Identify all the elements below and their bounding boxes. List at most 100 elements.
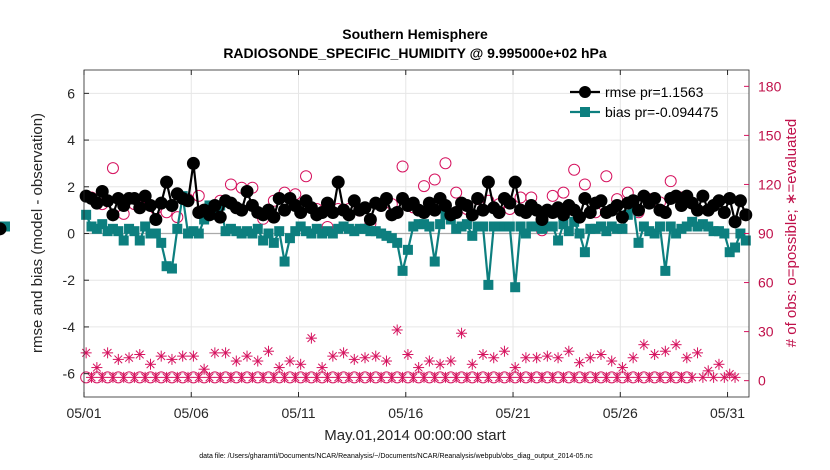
asterisk-stroke bbox=[232, 356, 241, 366]
bias-point bbox=[692, 221, 703, 232]
asterisk-stroke bbox=[591, 373, 600, 382]
asterisk-stroke bbox=[586, 353, 595, 362]
asterisk-stroke bbox=[425, 356, 434, 366]
evaluated-obs-point bbox=[177, 350, 189, 362]
asterisk-stroke bbox=[119, 373, 128, 382]
evaluated-obs-point bbox=[279, 371, 291, 383]
y-tick-label: 0 bbox=[67, 226, 75, 242]
evaluated-obs-point bbox=[375, 371, 387, 383]
y-tick-label: -6 bbox=[63, 366, 76, 382]
bias-point bbox=[617, 223, 628, 234]
evaluated-obs-point bbox=[80, 347, 92, 359]
bias-point bbox=[258, 235, 269, 246]
bias-point bbox=[713, 226, 724, 237]
asterisk-stroke bbox=[489, 353, 498, 362]
series-layer bbox=[0, 156, 753, 384]
bias-point bbox=[349, 226, 360, 237]
asterisk-stroke bbox=[602, 373, 611, 382]
evaluated-obs-point bbox=[568, 371, 580, 383]
evaluated-obs-point bbox=[456, 327, 468, 339]
asterisk-stroke bbox=[221, 348, 230, 358]
asterisk-stroke bbox=[494, 373, 504, 382]
bias-point bbox=[638, 221, 649, 232]
y-axis-label: rmse and bias (model - observation) bbox=[29, 113, 46, 353]
rmse-point bbox=[428, 203, 442, 217]
bias-point bbox=[199, 214, 210, 225]
evaluated-obs-point bbox=[439, 371, 451, 383]
bias-point bbox=[456, 221, 467, 232]
evaluated-obs-point bbox=[295, 358, 307, 370]
bias-point bbox=[397, 265, 408, 276]
asterisk-stroke bbox=[521, 353, 531, 362]
asterisk-stroke bbox=[307, 333, 316, 343]
asterisk-stroke bbox=[693, 348, 702, 358]
bias-point bbox=[730, 242, 741, 253]
possible-obs-point bbox=[396, 160, 409, 173]
bias-point bbox=[97, 219, 108, 230]
x-axis-label: May.01,2014 00:00:00 start bbox=[324, 427, 506, 444]
evaluated-obs-point bbox=[397, 371, 409, 383]
y-right-tick-label: 180 bbox=[758, 78, 782, 94]
bias-point bbox=[333, 223, 344, 234]
asterisk-stroke bbox=[301, 373, 311, 382]
asterisk-stroke bbox=[291, 373, 300, 382]
bias-point bbox=[590, 223, 601, 234]
asterisk-stroke bbox=[403, 350, 413, 359]
evaluated-obs-point bbox=[134, 348, 146, 360]
bias-point bbox=[601, 226, 612, 237]
rmse-point bbox=[465, 208, 479, 222]
asterisk-stroke bbox=[264, 347, 273, 356]
asterisk-stroke bbox=[360, 353, 370, 362]
y-tick-label: 4 bbox=[67, 132, 75, 148]
legend-rmse-marker bbox=[579, 86, 591, 98]
rmse-point bbox=[658, 205, 672, 219]
evaluated-obs-point bbox=[520, 352, 532, 364]
asterisk-stroke bbox=[430, 373, 439, 382]
rmse-point bbox=[213, 210, 227, 224]
rmse-point bbox=[133, 201, 147, 215]
bias-point bbox=[183, 228, 194, 239]
asterisk-stroke bbox=[226, 373, 236, 382]
y-right-tick-label: 150 bbox=[758, 127, 782, 143]
bias-point bbox=[354, 223, 365, 234]
asterisk-stroke bbox=[500, 347, 509, 356]
bias-point bbox=[161, 261, 172, 272]
bias-point bbox=[413, 219, 424, 230]
bias-point bbox=[188, 226, 199, 237]
asterisk-stroke bbox=[607, 356, 616, 366]
bias-point bbox=[370, 226, 381, 237]
evaluated-obs-point bbox=[525, 371, 537, 383]
evaluated-obs-point bbox=[708, 371, 720, 383]
evaluated-obs-point bbox=[182, 371, 194, 383]
evaluated-obs-point bbox=[402, 348, 414, 360]
y-tick-label: -2 bbox=[63, 272, 76, 288]
asterisk-stroke bbox=[189, 351, 198, 361]
bias-point bbox=[488, 221, 499, 232]
evaluated-obs-point bbox=[697, 371, 709, 383]
asterisk-stroke bbox=[328, 351, 338, 361]
asterisk-stroke bbox=[398, 373, 407, 382]
evaluated-obs-point bbox=[595, 348, 607, 360]
evaluated-obs-point bbox=[338, 347, 350, 359]
possible-obs-point bbox=[600, 170, 613, 183]
rmse-point bbox=[632, 203, 646, 217]
bias-point bbox=[547, 221, 558, 232]
bias-point bbox=[107, 223, 118, 234]
possible-obs-point bbox=[300, 170, 313, 183]
bias-point bbox=[671, 228, 682, 239]
evaluated-obs-point bbox=[702, 365, 714, 377]
asterisk-stroke bbox=[532, 353, 541, 362]
bias-point bbox=[220, 226, 231, 237]
rmse-point bbox=[235, 203, 249, 217]
evaluated-obs-point bbox=[316, 362, 328, 374]
evaluated-obs-point bbox=[252, 355, 264, 367]
evaluated-obs-point bbox=[584, 352, 596, 364]
asterisk-stroke bbox=[81, 348, 91, 358]
evaluated-obs-point bbox=[681, 352, 693, 364]
evaluated-obs-point bbox=[86, 371, 98, 383]
possible-obs-point bbox=[546, 189, 559, 202]
bias-point bbox=[520, 228, 531, 239]
bias-point bbox=[150, 228, 161, 239]
bias-point bbox=[402, 244, 413, 255]
x-tick-label: 05/01 bbox=[66, 405, 101, 421]
